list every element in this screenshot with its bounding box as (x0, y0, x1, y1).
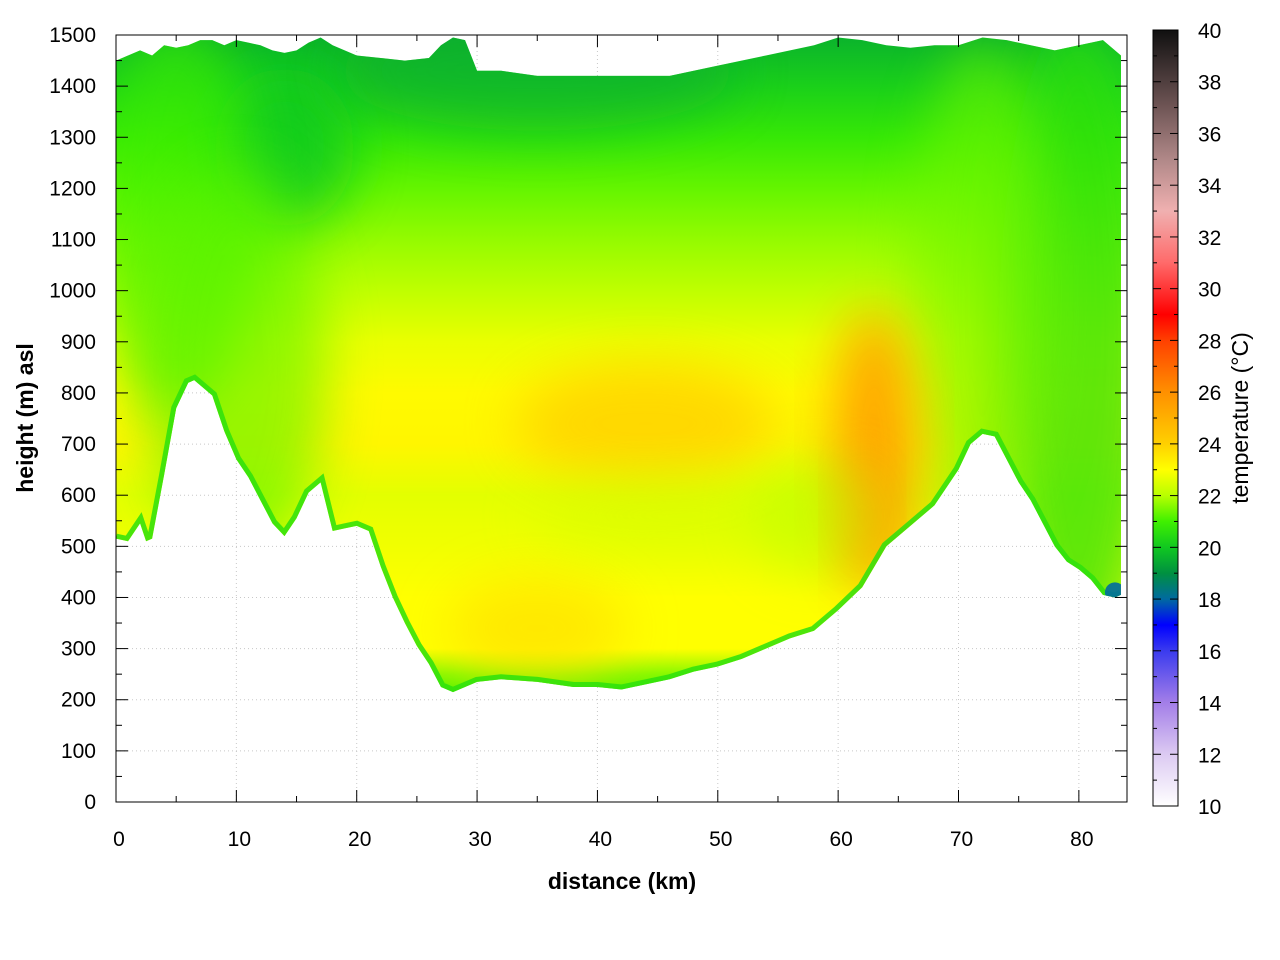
y-axis-title: height (m) asl (12, 343, 38, 493)
x-tick-label: 0 (113, 828, 125, 851)
x-axis-tick-labels: 0 10 20 30 40 50 60 70 80 (113, 828, 1093, 851)
colorbar-tick-label: 20 (1198, 537, 1221, 560)
x-tick-label: 50 (709, 828, 732, 851)
y-tick-label: 700 (61, 433, 96, 456)
axis-ticks (115, 34, 1127, 803)
temperature-anomaly (515, 363, 776, 484)
cold-pocket (1104, 582, 1121, 603)
y-tick-label: 100 (61, 740, 96, 763)
y-tick-label: 1500 (49, 24, 96, 47)
x-tick-label: 70 (950, 828, 973, 851)
y-tick-label: 1400 (49, 75, 96, 98)
colorbar-tick-label: 40 (1198, 20, 1221, 43)
colorbar-tick-label: 30 (1198, 279, 1221, 302)
colorbar-tick-label: 36 (1198, 123, 1221, 146)
x-tick-label: 30 (468, 828, 491, 851)
temperature-field (116, 37, 1121, 693)
colorbar-title: temperature (°C) (1227, 332, 1253, 504)
colorbar: 10 12 14 16 18 20 22 24 26 28 30 32 34 36 38 40 tempera… (1152, 20, 1253, 819)
y-tick-label: 1100 (51, 229, 96, 252)
y-tick-label: 500 (61, 535, 96, 558)
y-tick-label: 600 (61, 484, 96, 507)
colorbar-tick-label: 12 (1198, 744, 1221, 767)
colorbar-tick-label: 24 (1198, 434, 1222, 457)
x-axis-title: distance (km) (548, 868, 696, 894)
temperature-anomaly (337, 37, 738, 131)
y-axis-tick-labels: 0 100 200 300 400 500 600 700 800 900 1000 1100 1200… (49, 24, 96, 814)
colorbar-tick-label: 26 (1198, 382, 1221, 405)
colorbar-tick-label: 14 (1198, 693, 1222, 716)
y-tick-label: 300 (61, 638, 96, 661)
x-tick-label: 80 (1070, 828, 1093, 851)
y-tick-label: 800 (61, 382, 96, 405)
colorbar-tick-label: 10 (1198, 796, 1221, 819)
x-tick-label: 10 (228, 828, 251, 851)
x-tick-label: 20 (348, 828, 371, 851)
temperature-anomaly (754, 455, 875, 576)
colorbar-tick-labels: 10 12 14 16 18 20 22 24 26 28 30 32 34 36 38 40 (1198, 20, 1222, 819)
temperature-anomaly (447, 578, 628, 679)
colorbar-tick-label: 38 (1198, 72, 1221, 95)
colorbar-tick-label: 32 (1198, 227, 1221, 250)
y-tick-label: 1000 (49, 280, 96, 303)
y-tick-label: 0 (84, 791, 96, 814)
colorbar-ticks (1153, 29, 1178, 807)
colorbar-tick-label: 16 (1198, 641, 1221, 664)
x-tick-label: 40 (589, 828, 612, 851)
colorbar-tick-label: 22 (1198, 486, 1221, 509)
colorbar-tick-label: 18 (1198, 589, 1221, 612)
colorbar-tick-label: 28 (1198, 330, 1221, 353)
y-tick-label: 1300 (49, 126, 96, 149)
temperature-anomaly (531, 475, 832, 556)
temperature-anomaly (912, 40, 1053, 541)
colorbar-tick-label: 34 (1198, 175, 1222, 198)
colorbar-gradient (1152, 29, 1179, 807)
x-tick-label: 60 (829, 828, 852, 851)
y-tick-label: 400 (61, 586, 96, 609)
y-tick-label: 200 (61, 689, 96, 712)
y-tick-label: 900 (61, 331, 96, 354)
y-tick-label: 1200 (49, 177, 96, 200)
